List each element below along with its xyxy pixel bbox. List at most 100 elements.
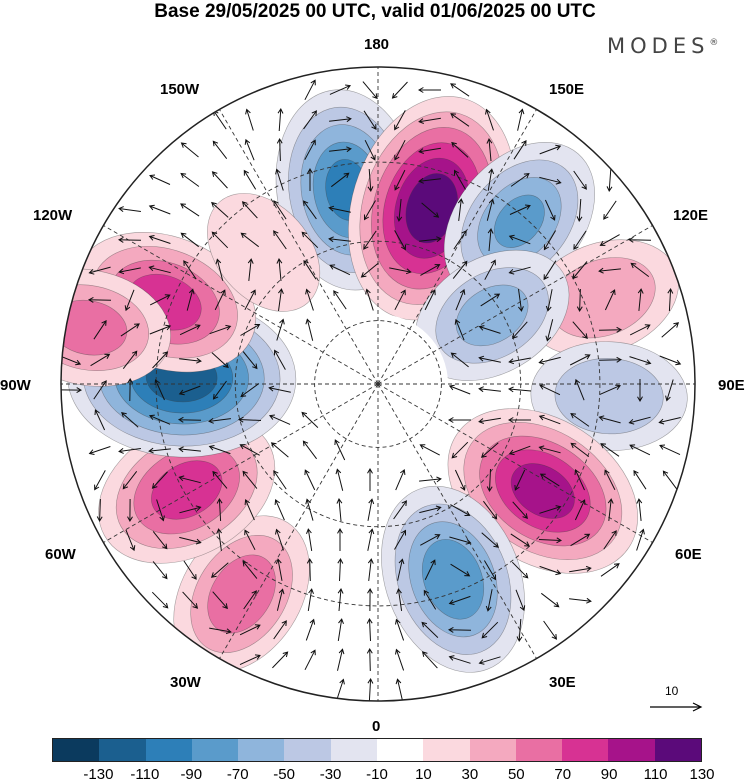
lon-label-60e: 60E bbox=[675, 546, 702, 563]
wind-arrow bbox=[538, 445, 561, 454]
wind-arrow bbox=[603, 200, 617, 220]
wind-arrow bbox=[216, 528, 222, 551]
wind-arrow bbox=[183, 560, 197, 580]
wind-arrow bbox=[544, 199, 556, 221]
anomaly-contour bbox=[207, 193, 321, 312]
wind-arrow bbox=[276, 257, 283, 282]
wind-arrow bbox=[329, 264, 351, 276]
wind-arrow bbox=[599, 234, 620, 246]
wind-arrow bbox=[307, 588, 314, 611]
wind-arrow bbox=[276, 137, 283, 162]
lon-label-30e: 30E bbox=[549, 674, 576, 691]
wind-arrow bbox=[573, 230, 587, 250]
wind-arrow bbox=[508, 266, 531, 275]
wind-arrow bbox=[483, 560, 497, 581]
wind-arrow bbox=[186, 288, 195, 311]
wind-arrow bbox=[244, 289, 256, 311]
colorbar-tick-label: -50 bbox=[273, 766, 295, 783]
wind-arrow bbox=[394, 529, 406, 550]
wind-arrow bbox=[510, 533, 531, 547]
wind-arrow bbox=[179, 324, 201, 336]
wind-arrow bbox=[417, 87, 441, 93]
colorbar-swatch bbox=[145, 739, 192, 761]
wind-arrow bbox=[389, 267, 412, 275]
wind-arrow bbox=[276, 588, 285, 611]
wind-arrow bbox=[574, 499, 586, 521]
wind-arrow bbox=[570, 413, 590, 427]
wind-arrow bbox=[94, 409, 106, 431]
wind-arrow bbox=[96, 498, 103, 523]
colorbar-swatch bbox=[53, 739, 100, 761]
wind-arrow bbox=[367, 587, 373, 612]
wind-arrow bbox=[209, 627, 232, 635]
wind-arrow bbox=[539, 384, 561, 396]
wind-arrow bbox=[212, 380, 227, 400]
wind-arrow bbox=[367, 498, 375, 521]
wind-arrow bbox=[367, 558, 374, 581]
wind-arrow bbox=[243, 169, 257, 190]
wind-arrow bbox=[305, 318, 314, 341]
wind-arrow bbox=[510, 173, 530, 187]
wind-arrow bbox=[665, 379, 674, 402]
wind-arrow bbox=[328, 205, 351, 213]
polar-map bbox=[60, 66, 696, 702]
wind-arrow bbox=[337, 557, 344, 582]
wind-arrow bbox=[303, 110, 317, 130]
colorbar-tick-label: 10 bbox=[415, 766, 432, 783]
wind-arrow bbox=[574, 468, 585, 491]
wind-arrow bbox=[216, 497, 223, 522]
wind-arrow bbox=[418, 117, 441, 124]
wind-arrow bbox=[61, 355, 82, 366]
wind-arrow bbox=[450, 563, 471, 577]
lon-label-120w: 120W bbox=[33, 207, 73, 224]
wind-arrow bbox=[603, 530, 617, 550]
wind-arrow bbox=[244, 138, 255, 161]
wind-arrow bbox=[152, 561, 168, 580]
wind-arrow bbox=[485, 589, 493, 612]
wind-arrow bbox=[211, 201, 229, 218]
meridian-line bbox=[103, 383, 379, 543]
wind-arrow bbox=[629, 324, 651, 336]
lon-label-30w: 30W bbox=[170, 674, 201, 691]
wind-arrow bbox=[273, 230, 287, 250]
wind-arrow bbox=[662, 470, 677, 490]
wind-arrow bbox=[516, 618, 523, 643]
wind-arrow bbox=[303, 259, 317, 280]
wind-arrow bbox=[455, 288, 466, 311]
wind-arrow bbox=[272, 651, 289, 669]
wind-arrow bbox=[447, 626, 472, 633]
wind-arrow bbox=[636, 528, 645, 551]
wind-arrow bbox=[210, 562, 229, 578]
wind-arrow bbox=[151, 471, 168, 489]
wind-arrow bbox=[636, 498, 643, 521]
colorbar-swatch bbox=[99, 739, 146, 761]
wind-arrow bbox=[179, 505, 202, 514]
wind-arrow bbox=[396, 588, 403, 611]
wind-arrow bbox=[61, 387, 83, 394]
wind-arrow bbox=[93, 380, 107, 400]
wind-arrow bbox=[419, 236, 442, 243]
wind-arrow bbox=[419, 476, 442, 483]
wind-arrow bbox=[540, 592, 560, 608]
wind-arrow bbox=[240, 232, 260, 248]
registered-mark: ® bbox=[709, 38, 719, 48]
wind-arrow bbox=[87, 296, 112, 303]
wind-arrow bbox=[448, 595, 471, 605]
colorbar-swatch bbox=[562, 739, 609, 761]
wind-arrow bbox=[88, 446, 111, 455]
wind-arrow bbox=[180, 142, 199, 158]
wind-arrow bbox=[183, 260, 197, 280]
meridian-line bbox=[377, 383, 537, 659]
wind-arrow bbox=[305, 498, 314, 521]
wind-arrow bbox=[214, 289, 226, 311]
wind-arrow bbox=[268, 414, 291, 425]
wind-arrow bbox=[88, 266, 111, 275]
anomaly-field bbox=[61, 89, 688, 673]
wind-arrow bbox=[572, 261, 588, 280]
colorbar-swatch bbox=[238, 739, 285, 761]
wind-arrow bbox=[212, 591, 228, 610]
wind-arrow bbox=[365, 288, 374, 311]
wind-arrow bbox=[513, 139, 527, 160]
wind-arrow bbox=[364, 139, 376, 161]
wind-arrow bbox=[569, 597, 592, 604]
